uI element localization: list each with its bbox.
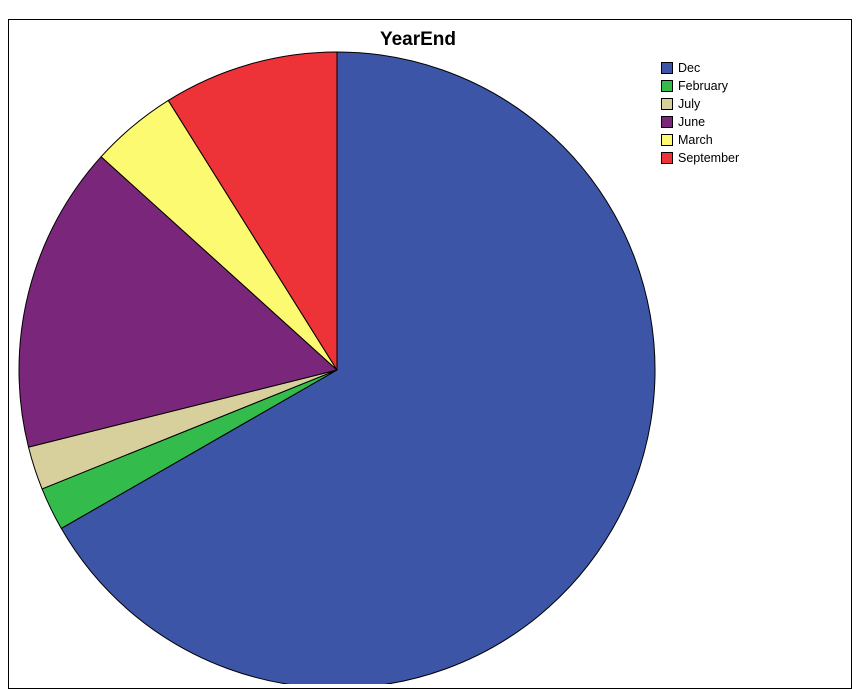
legend-item-dec: Dec	[661, 59, 739, 77]
legend-label: Dec	[678, 61, 701, 75]
pie-slice-september	[167, 51, 338, 371]
legend-swatch	[661, 134, 673, 146]
legend-item-september: September	[661, 149, 739, 167]
chart-legend: Dec February July June March September	[661, 59, 739, 167]
legend-swatch	[661, 98, 673, 110]
pie-slice-june	[18, 156, 338, 448]
legend-item-july: July	[661, 95, 739, 113]
legend-swatch	[661, 62, 673, 74]
legend-label: June	[678, 115, 706, 129]
legend-label: September	[678, 151, 740, 165]
legend-label: March	[678, 133, 713, 147]
legend-label: July	[678, 97, 701, 111]
legend-item-february: February	[661, 77, 739, 95]
legend-swatch	[661, 80, 673, 92]
pie-slices	[18, 51, 656, 684]
legend-item-march: March	[661, 131, 739, 149]
chart-title: YearEnd	[379, 29, 457, 50]
legend-item-june: June	[661, 113, 739, 131]
legend-swatch	[661, 152, 673, 164]
legend-swatch	[661, 116, 673, 128]
legend-label: February	[678, 79, 729, 93]
pie-slice-dec	[60, 51, 656, 684]
